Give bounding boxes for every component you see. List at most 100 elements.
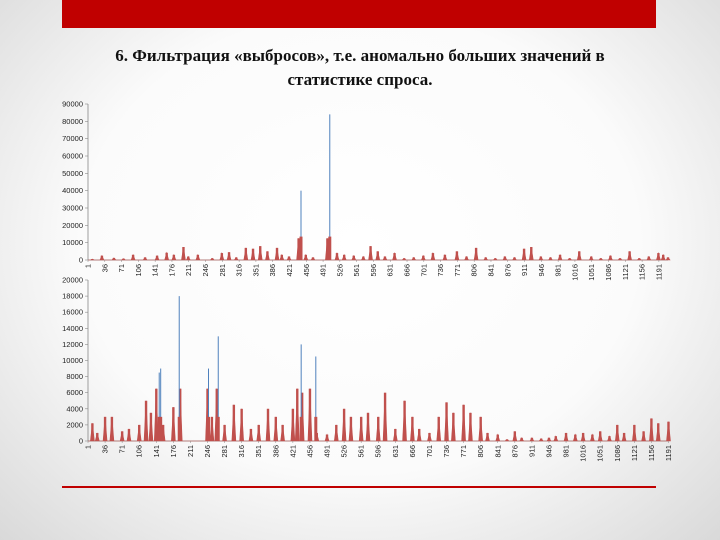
demand-peak <box>469 412 472 441</box>
demand-peak <box>172 254 176 260</box>
outlier-base <box>299 416 303 441</box>
demand-peak <box>581 432 585 441</box>
chart-2: 0200040006000800010000120001400016000180… <box>62 276 673 462</box>
outlier-base <box>177 416 181 441</box>
outlier-base <box>299 236 303 260</box>
slide-top-accent-bar <box>62 0 656 28</box>
demand-peak <box>445 402 448 441</box>
demand-peak <box>211 258 214 260</box>
demand-peak <box>366 412 370 441</box>
outlier-base <box>216 416 220 441</box>
demand-peak <box>227 252 231 260</box>
x-tick-label: 806 <box>470 264 479 277</box>
demand-peak <box>91 423 94 441</box>
demand-peak <box>633 424 636 441</box>
demand-peak <box>249 428 253 441</box>
demand-peak <box>428 432 431 441</box>
demand-peak <box>383 256 387 260</box>
x-tick-label: 1086 <box>604 264 613 281</box>
outlier-base <box>328 236 332 260</box>
demand-peak <box>251 248 255 260</box>
demand-peak <box>96 432 99 441</box>
demand-peak <box>335 253 339 260</box>
demand-peak <box>479 416 482 441</box>
demand-peak <box>369 246 372 260</box>
x-tick-label: 526 <box>335 264 344 277</box>
x-tick-label: 701 <box>419 264 428 277</box>
demand-peak <box>274 416 278 441</box>
demand-peak <box>530 437 534 441</box>
y-tick-label: 4000 <box>66 404 83 413</box>
demand-peak <box>182 247 185 260</box>
demand-peak <box>149 412 153 441</box>
demand-peak <box>311 257 315 260</box>
demand-peak <box>657 423 660 441</box>
x-tick-label: 36 <box>100 264 109 272</box>
x-tick-label: 631 <box>386 264 395 277</box>
x-tick-label: 841 <box>493 445 502 458</box>
y-tick-label: 50000 <box>62 169 83 178</box>
demand-peak <box>161 424 165 441</box>
x-tick-label: 281 <box>220 445 229 458</box>
demand-peak <box>402 258 406 260</box>
x-tick-label: 631 <box>391 445 400 458</box>
x-tick-label: 1191 <box>664 445 673 461</box>
demand-peak <box>103 416 107 441</box>
y-tick-label: 10000 <box>62 356 83 365</box>
x-tick-label: 981 <box>562 445 571 458</box>
x-tick-label: 421 <box>285 264 294 277</box>
x-tick-label: 701 <box>425 445 434 458</box>
x-tick-label: 981 <box>554 264 563 277</box>
demand-peak <box>598 431 602 441</box>
demand-peak <box>259 246 262 260</box>
demand-peak <box>650 418 653 441</box>
x-tick-label: 456 <box>302 264 311 277</box>
x-tick-label: 71 <box>118 445 127 453</box>
demand-peak <box>144 400 148 441</box>
x-tick-label: 386 <box>268 264 277 277</box>
demand-peak <box>513 257 516 260</box>
x-tick-label: 1191 <box>654 264 663 280</box>
y-tick-label: 20000 <box>62 276 83 285</box>
demand-peak <box>437 416 440 441</box>
demand-peak <box>281 424 284 441</box>
demand-peak <box>120 431 124 441</box>
demand-peak <box>220 253 224 260</box>
y-tick-label: 14000 <box>62 324 83 333</box>
demand-peak <box>591 434 594 441</box>
x-tick-label: 911 <box>527 445 536 457</box>
x-tick-label: 911 <box>520 264 529 276</box>
demand-peak <box>638 258 641 260</box>
demand-peak <box>266 408 270 441</box>
demand-peak <box>223 424 226 441</box>
y-tick-label: 60000 <box>62 152 83 161</box>
demand-peak <box>622 432 626 441</box>
x-tick-label: 1 <box>84 264 93 268</box>
y-tick-label: 2000 <box>66 420 83 429</box>
slide-title-line-2: статистике спроса. <box>287 70 433 89</box>
x-tick-label: 841 <box>486 264 495 277</box>
demand-peak <box>539 438 543 441</box>
x-tick-label: 526 <box>340 445 349 458</box>
demand-peak <box>505 439 509 441</box>
demand-peak <box>574 434 577 441</box>
demand-peak <box>291 408 295 441</box>
chart-1: 0 10000 20000 30000 40000 50000 60000 70000 8000… <box>62 100 671 281</box>
x-tick-label: 1016 <box>570 264 579 281</box>
demand-peak <box>100 255 104 260</box>
demand-peak <box>376 251 379 260</box>
demand-peak <box>418 428 421 441</box>
y-tick-label: 6000 <box>66 388 83 397</box>
outlier-base <box>314 416 318 441</box>
x-tick-label: 141 <box>152 445 161 458</box>
demand-peak <box>172 407 175 441</box>
demand-peak <box>393 253 396 260</box>
x-tick-label: 1121 <box>630 445 639 461</box>
demand-peak <box>155 388 158 441</box>
demand-peak <box>352 255 355 260</box>
x-tick-label: 666 <box>403 264 412 277</box>
demand-peak <box>325 434 329 441</box>
demand-peak <box>549 257 552 260</box>
x-tick-label: 596 <box>374 445 383 458</box>
